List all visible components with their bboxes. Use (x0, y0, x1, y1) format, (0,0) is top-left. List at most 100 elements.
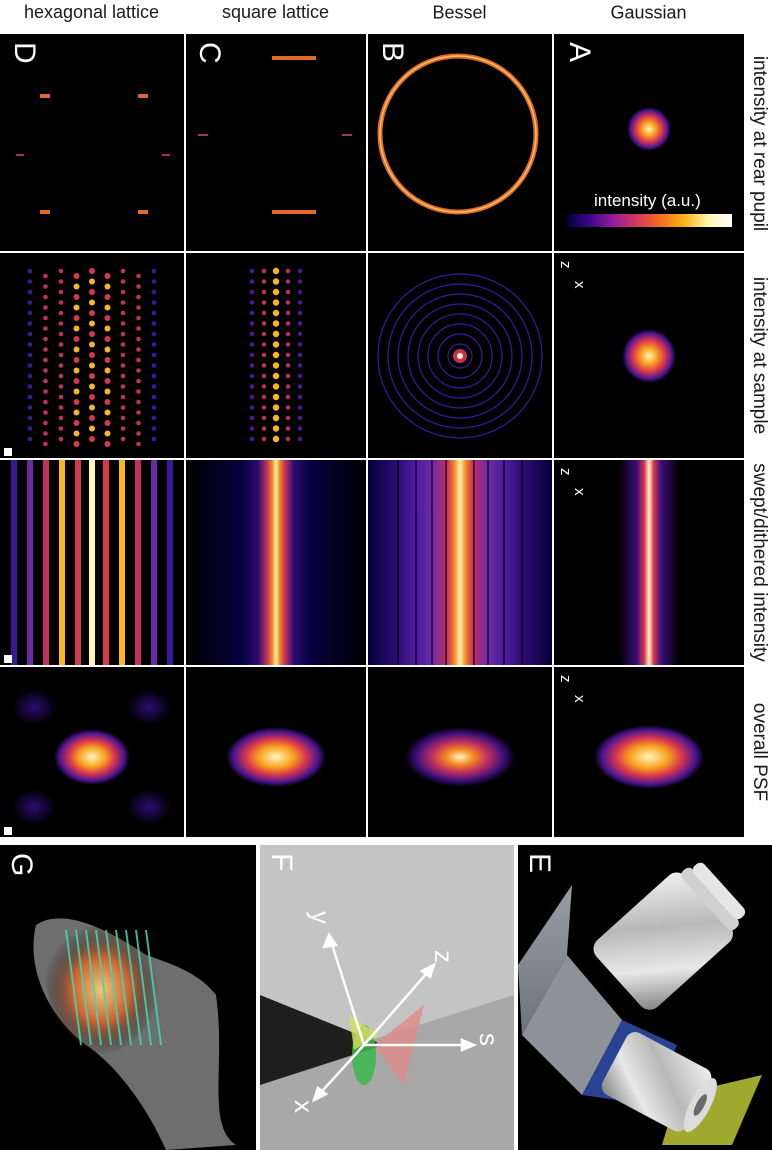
lattice-spot (297, 352, 303, 358)
lattice-spot (261, 310, 267, 316)
lattice-spot (261, 331, 267, 337)
lattice-spot (261, 405, 267, 410)
lattice-spot (249, 394, 255, 400)
lattice-spot (136, 389, 141, 394)
lattice-spot (73, 315, 80, 321)
lattice-spot (285, 436, 291, 442)
lattice-spot (249, 342, 255, 347)
panel-d-sample (0, 253, 184, 458)
coord-label-s: s (474, 1033, 504, 1046)
lattice-spot (297, 331, 303, 337)
lattice-spot (261, 415, 267, 421)
lattice-spot (261, 342, 267, 347)
lattice-spot (297, 342, 303, 347)
panel-letter-d: D (8, 42, 41, 64)
lattice-spot (89, 341, 95, 348)
lattice-spot (249, 352, 255, 358)
lattice-spot (151, 373, 157, 379)
header-rear-pupil: intensity at rear pupil (749, 55, 770, 232)
lattice-spot (285, 268, 291, 274)
lattice-spot (272, 309, 280, 317)
lattice-spot (43, 347, 48, 352)
lattice-spot (272, 393, 280, 401)
lattice-spot (27, 289, 33, 295)
swept-stripe (89, 460, 95, 665)
lattice-spot (151, 268, 157, 274)
lattice-spot (249, 426, 255, 431)
panel-a-sample: z x (554, 253, 744, 458)
lattice-spot (120, 331, 126, 337)
lattice-spot (136, 284, 141, 289)
lattice-spot (272, 288, 280, 296)
lattice-spot (272, 414, 280, 422)
hexagonal-lattice-pupil (16, 94, 170, 214)
axis-x-a4: x (571, 695, 588, 703)
panel-b-sample (368, 253, 552, 458)
lattice-spot (73, 441, 80, 447)
lattice-spot (151, 310, 157, 316)
swept-stripe (27, 460, 33, 665)
lattice-spot (151, 426, 157, 431)
lattice-spot (297, 394, 303, 400)
row-label-square-lattice: square lattice (222, 2, 330, 23)
lattice-spot (249, 289, 255, 295)
lattice-spot (285, 289, 291, 295)
lattice-spot (43, 368, 48, 373)
lattice-spot (120, 268, 126, 274)
lattice-spot (43, 294, 48, 300)
lattice-spot (27, 342, 33, 347)
lattice-spot (285, 405, 291, 410)
gaussian-pupil-spot (627, 107, 671, 151)
lattice-spot (249, 331, 255, 337)
lattice-spot (261, 279, 267, 284)
lattice-spot (151, 300, 157, 305)
lattice-spot (285, 300, 291, 305)
lattice-spot (73, 378, 80, 384)
lattice-spot (58, 300, 64, 305)
lattice-spot (249, 300, 255, 305)
square-lattice-sample (249, 267, 303, 443)
gaussian-swept-band (619, 460, 679, 665)
lattice-spot (120, 436, 126, 442)
lattice-spot (89, 394, 95, 400)
lattice-spot (89, 373, 95, 379)
lattice-spot (136, 347, 141, 352)
lattice-spot (89, 289, 95, 295)
panel-divider (0, 839, 772, 843)
swept-stripe (103, 460, 109, 665)
lattice-spot (73, 346, 80, 353)
lattice-spot (89, 352, 95, 358)
lattice-spot (261, 352, 267, 358)
header-swept: swept/dithered intensity (749, 463, 770, 662)
lattice-spot (136, 431, 141, 436)
lattice-spot (104, 430, 111, 437)
coord-label-x: x (289, 1100, 319, 1113)
lattice-spot (249, 321, 255, 326)
lattice-spot (120, 289, 126, 295)
lattice-spot (27, 310, 33, 316)
lattice-spot (151, 394, 157, 400)
lattice-spot (151, 279, 157, 284)
lattice-spot (249, 415, 255, 421)
lattice-spot (43, 410, 48, 415)
lattice-spot (43, 273, 48, 279)
lattice-spot (249, 310, 255, 316)
lattice-spot (285, 415, 291, 421)
lattice-spot (58, 289, 64, 295)
lattice-spot (297, 384, 303, 389)
panel-d-psf (0, 667, 184, 837)
lattice-spot (58, 352, 64, 358)
lattice-spot (136, 336, 141, 342)
gaussian-sample-spot (622, 329, 676, 383)
lattice-spot (73, 283, 80, 290)
lattice-spot (272, 372, 280, 380)
hexagonal-psf (12, 689, 171, 825)
lattice-spot (58, 331, 64, 337)
lattice-spot (43, 326, 48, 331)
lattice-spot (272, 341, 280, 348)
lattice-spot (120, 352, 126, 358)
header-sample: intensity at sample (749, 276, 770, 435)
lattice-spot (58, 426, 64, 431)
lattice-spot (285, 363, 291, 368)
lattice-spot (261, 363, 267, 368)
